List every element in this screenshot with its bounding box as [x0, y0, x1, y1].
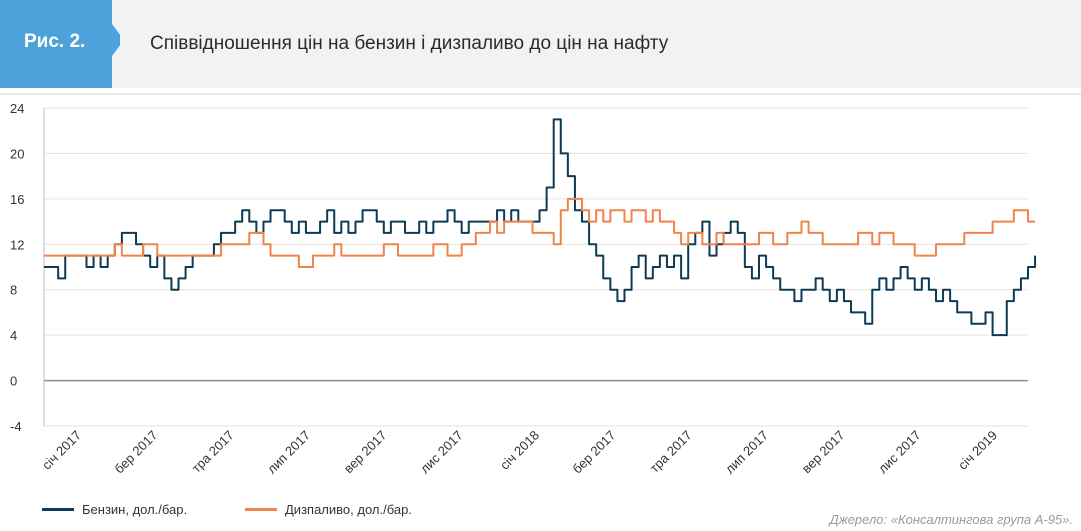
legend-item-petrol: Бензин, дол./бар. [42, 502, 187, 517]
x-tick-label: вер 2017 [341, 428, 390, 477]
y-tick-label: 20 [10, 146, 24, 161]
y-tick-label: 8 [10, 283, 17, 298]
figure-badge [0, 0, 120, 88]
source-note: Джерело: «Консалтингова група А-95». [829, 512, 1073, 527]
legend-swatch-petrol [42, 508, 74, 511]
legend-label-petrol: Бензин, дол./бар. [82, 502, 188, 517]
chart-title: Співвідношення цін на бензин і дизпаливо… [150, 33, 669, 54]
legend-swatch-diesel [245, 508, 277, 511]
x-tick-label: бер 2017 [569, 428, 618, 477]
x-tick-label: тра 2017 [647, 428, 695, 476]
x-tick-label: бер 2017 [111, 428, 160, 477]
x-tick-label: січ 2017 [39, 428, 84, 473]
y-tick-label: 12 [10, 237, 24, 252]
series-line-petrol [44, 118, 1037, 337]
series-line-diesel [44, 197, 1036, 268]
x-tick-label: вер 2017 [799, 428, 848, 477]
x-tick-label: лип 2017 [722, 428, 771, 477]
y-tick-label: 4 [10, 328, 17, 343]
legend-item-diesel: Дизпаливо, дол./бар. [245, 502, 412, 517]
y-tick-label: 16 [10, 192, 24, 207]
y-tick-label: -4 [10, 419, 22, 434]
figure-badge-shape [0, 0, 120, 88]
x-tick-label: тра 2017 [189, 428, 237, 476]
chart-area: 24 20 16 12 8 4 0 -4 січ 2017 бер 2017 тра 2017 лип… [0, 93, 1081, 477]
y-tick-label: 0 [10, 374, 17, 389]
x-tick-label: лип 2017 [264, 428, 313, 477]
x-tick-label: січ 2018 [497, 428, 542, 473]
legend-label-diesel: Дизпаливо, дол./бар. [285, 502, 412, 517]
figure-label: Рис. 2. [24, 31, 86, 52]
x-tick-label: січ 2019 [955, 428, 1000, 473]
y-tick-label: 24 [10, 101, 24, 116]
x-tick-label: лис 2017 [875, 428, 924, 477]
x-tick-label: лис 2017 [417, 428, 466, 477]
header-bar [0, 0, 1081, 88]
